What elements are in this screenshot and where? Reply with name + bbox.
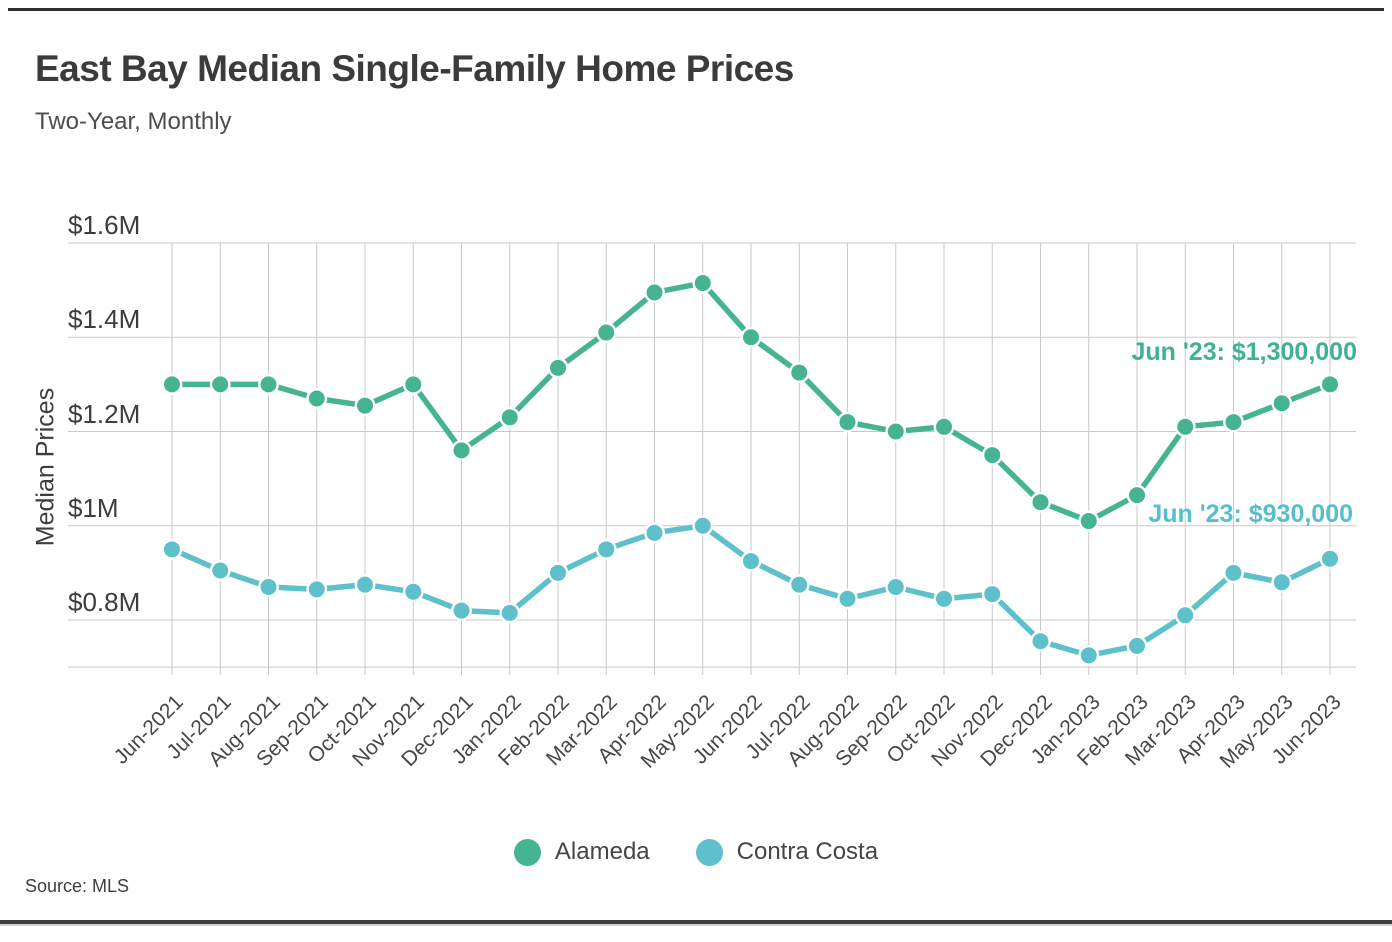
y-tick-label: $1.6M bbox=[68, 210, 141, 240]
data-point bbox=[258, 373, 279, 395]
legend-dot-icon bbox=[695, 838, 723, 866]
data-point bbox=[258, 576, 279, 598]
data-point bbox=[306, 388, 328, 409]
data-point bbox=[306, 578, 328, 600]
data-point bbox=[1078, 510, 1100, 532]
data-point bbox=[451, 439, 472, 461]
data-point bbox=[837, 411, 858, 433]
chart-title: East Bay Median Single-Family Home Price… bbox=[35, 48, 794, 89]
data-point bbox=[209, 560, 231, 581]
legend-label: Contra Costa bbox=[736, 838, 879, 865]
data-point bbox=[740, 326, 762, 348]
chart-subtitle: Two-Year, Monthly bbox=[35, 108, 232, 135]
data-point bbox=[740, 550, 762, 572]
data-point bbox=[499, 602, 521, 624]
legend-item: Contra Costa bbox=[695, 838, 879, 866]
data-point bbox=[1319, 548, 1341, 570]
data-point bbox=[1271, 571, 1293, 593]
data-point bbox=[1223, 562, 1244, 584]
data-point bbox=[161, 538, 183, 560]
data-point bbox=[644, 522, 665, 544]
data-point bbox=[644, 282, 665, 303]
y-tick-label: $1M bbox=[68, 492, 119, 523]
data-point bbox=[595, 538, 617, 560]
data-point bbox=[161, 373, 183, 395]
data-point bbox=[402, 581, 424, 603]
data-point bbox=[354, 395, 376, 416]
data-point bbox=[933, 416, 955, 438]
data-point bbox=[788, 362, 810, 383]
data-point bbox=[1174, 604, 1196, 626]
annotation-alameda-jun23: Jun '23: $1,300,000 bbox=[1131, 338, 1357, 366]
series-line-alameda bbox=[169, 280, 1333, 524]
source-note: Source: MLS bbox=[25, 876, 130, 896]
data-point bbox=[1078, 644, 1100, 666]
series-line-contra-costa bbox=[169, 523, 1333, 659]
data-point bbox=[1319, 373, 1341, 395]
legend: Alameda Contra Costa bbox=[0, 830, 1392, 874]
data-point bbox=[788, 574, 810, 596]
data-point bbox=[402, 373, 424, 395]
data-point bbox=[1271, 392, 1293, 414]
data-point bbox=[547, 357, 569, 379]
data-point bbox=[1174, 416, 1196, 438]
data-point bbox=[1030, 630, 1051, 652]
data-point bbox=[547, 562, 569, 584]
data-point bbox=[692, 272, 714, 294]
top-divider bbox=[8, 8, 1384, 11]
data-point bbox=[1223, 411, 1244, 433]
data-point bbox=[451, 600, 472, 621]
data-point bbox=[692, 515, 714, 537]
bottom-divider bbox=[0, 920, 1392, 924]
data-point bbox=[1126, 635, 1148, 657]
data-point bbox=[885, 576, 907, 598]
data-point bbox=[1030, 491, 1051, 513]
legend-dot-icon bbox=[513, 838, 541, 866]
data-point bbox=[981, 583, 1003, 605]
y-tick-label: $1.4M bbox=[68, 304, 141, 335]
data-point bbox=[354, 574, 376, 596]
annotation-contracosta-jun23: Jun '23: $930,000 bbox=[1148, 500, 1353, 528]
data-point bbox=[981, 444, 1003, 466]
data-point bbox=[209, 373, 231, 395]
y-axis-title: Median Prices bbox=[31, 387, 60, 547]
y-tick-label: $0.8M bbox=[68, 587, 141, 617]
legend-label: Alameda bbox=[554, 838, 650, 865]
data-point bbox=[499, 406, 521, 428]
data-point bbox=[885, 421, 907, 442]
data-point bbox=[595, 322, 617, 343]
data-point bbox=[1126, 484, 1148, 506]
data-point bbox=[933, 588, 955, 610]
y-tick-label: $1.2M bbox=[68, 398, 141, 429]
data-point bbox=[837, 588, 858, 610]
legend-item: Alameda bbox=[513, 838, 650, 866]
